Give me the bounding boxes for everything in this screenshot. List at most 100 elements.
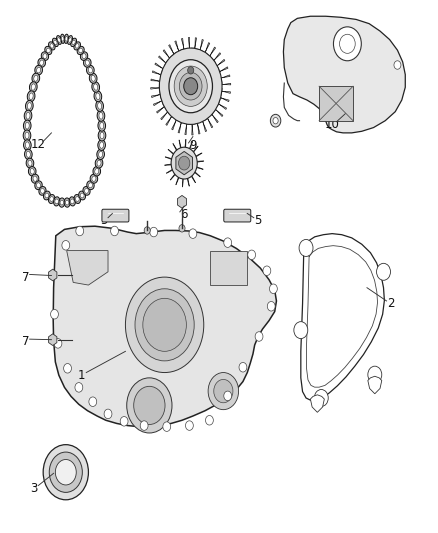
- Polygon shape: [192, 124, 193, 135]
- Ellipse shape: [71, 38, 77, 46]
- Ellipse shape: [68, 38, 71, 42]
- Circle shape: [135, 289, 194, 361]
- Ellipse shape: [92, 82, 99, 92]
- Text: 7: 7: [21, 271, 29, 284]
- Polygon shape: [203, 122, 207, 132]
- Ellipse shape: [87, 181, 94, 190]
- Polygon shape: [191, 176, 195, 183]
- Ellipse shape: [60, 200, 64, 205]
- Ellipse shape: [77, 46, 84, 54]
- Text: 12: 12: [31, 138, 46, 151]
- Circle shape: [144, 227, 150, 234]
- Ellipse shape: [53, 38, 58, 46]
- Ellipse shape: [99, 151, 102, 157]
- Polygon shape: [49, 269, 57, 281]
- Polygon shape: [221, 75, 230, 78]
- Ellipse shape: [72, 40, 75, 45]
- Ellipse shape: [98, 102, 102, 109]
- Circle shape: [163, 422, 171, 431]
- Circle shape: [224, 391, 232, 401]
- Polygon shape: [212, 114, 218, 123]
- Text: 7: 7: [21, 335, 29, 348]
- Ellipse shape: [40, 60, 44, 66]
- Circle shape: [75, 383, 83, 392]
- Circle shape: [239, 362, 247, 372]
- Text: 3: 3: [30, 482, 38, 495]
- Ellipse shape: [83, 187, 90, 195]
- Polygon shape: [177, 196, 187, 208]
- Circle shape: [62, 240, 70, 250]
- Ellipse shape: [92, 176, 96, 181]
- Polygon shape: [173, 143, 177, 150]
- Ellipse shape: [50, 44, 53, 48]
- Circle shape: [299, 239, 313, 256]
- Ellipse shape: [89, 73, 97, 83]
- Polygon shape: [49, 334, 57, 345]
- Ellipse shape: [49, 42, 55, 50]
- Ellipse shape: [97, 149, 105, 159]
- Ellipse shape: [96, 93, 100, 100]
- Polygon shape: [166, 116, 172, 125]
- Polygon shape: [214, 53, 221, 61]
- Circle shape: [184, 78, 198, 95]
- Ellipse shape: [23, 130, 31, 141]
- Ellipse shape: [43, 191, 50, 200]
- Ellipse shape: [40, 189, 44, 193]
- Ellipse shape: [87, 66, 94, 75]
- Polygon shape: [283, 16, 405, 133]
- FancyBboxPatch shape: [224, 209, 251, 222]
- Polygon shape: [189, 141, 193, 149]
- Polygon shape: [311, 395, 324, 413]
- Ellipse shape: [29, 93, 33, 100]
- Ellipse shape: [67, 36, 72, 44]
- Ellipse shape: [95, 158, 103, 168]
- Circle shape: [180, 72, 202, 100]
- Polygon shape: [67, 251, 108, 285]
- Circle shape: [125, 277, 204, 373]
- Text: 10: 10: [325, 118, 339, 131]
- Ellipse shape: [61, 36, 64, 41]
- Circle shape: [111, 226, 118, 236]
- Text: 9: 9: [189, 139, 197, 152]
- Ellipse shape: [84, 58, 91, 67]
- Ellipse shape: [75, 44, 79, 48]
- Ellipse shape: [97, 160, 101, 166]
- Circle shape: [50, 310, 58, 319]
- Ellipse shape: [74, 195, 81, 204]
- Polygon shape: [198, 124, 200, 134]
- Ellipse shape: [96, 100, 103, 111]
- Polygon shape: [166, 169, 173, 173]
- Ellipse shape: [85, 60, 89, 66]
- Circle shape: [104, 409, 112, 419]
- Ellipse shape: [94, 84, 98, 90]
- Ellipse shape: [41, 52, 49, 60]
- Polygon shape: [368, 376, 382, 394]
- Ellipse shape: [25, 149, 32, 159]
- Polygon shape: [151, 79, 160, 82]
- Ellipse shape: [26, 158, 34, 168]
- Ellipse shape: [31, 174, 39, 183]
- Ellipse shape: [54, 40, 57, 45]
- Polygon shape: [170, 174, 175, 180]
- Ellipse shape: [37, 67, 41, 73]
- Ellipse shape: [69, 197, 75, 206]
- Text: 1: 1: [78, 369, 86, 382]
- Polygon shape: [197, 161, 204, 162]
- Circle shape: [294, 321, 308, 338]
- Polygon shape: [161, 112, 168, 120]
- Polygon shape: [208, 118, 213, 128]
- Circle shape: [377, 263, 391, 280]
- Ellipse shape: [94, 91, 102, 102]
- Circle shape: [89, 397, 97, 407]
- Text: 2: 2: [387, 297, 395, 310]
- Polygon shape: [185, 124, 187, 135]
- Circle shape: [54, 338, 62, 348]
- Polygon shape: [152, 71, 161, 75]
- Ellipse shape: [60, 34, 65, 43]
- Ellipse shape: [27, 102, 32, 109]
- Circle shape: [267, 302, 275, 311]
- Polygon shape: [172, 120, 177, 130]
- Circle shape: [150, 227, 158, 237]
- Polygon shape: [222, 83, 231, 85]
- Ellipse shape: [26, 151, 30, 157]
